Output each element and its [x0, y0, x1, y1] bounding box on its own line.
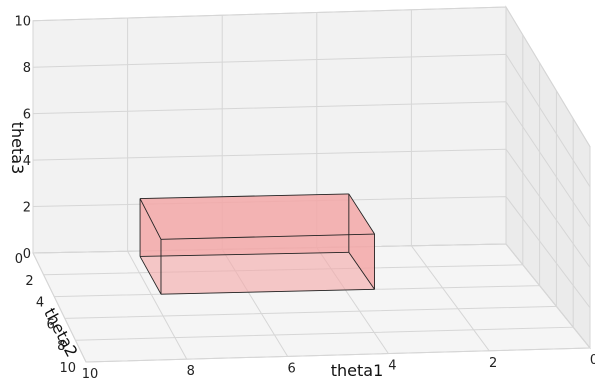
y-tick-label: 2 — [25, 274, 33, 289]
gridline-z — [32, 148, 591, 268]
box-face-top — [140, 193, 375, 240]
y-tick-label: 6 — [47, 317, 55, 332]
box-edge — [139, 256, 162, 295]
box-edge — [140, 193, 349, 199]
gridline-z — [32, 101, 591, 228]
y-tick-label: 4 — [36, 296, 44, 311]
y-tick-label: 10 — [59, 361, 76, 376]
data-box — [139, 193, 376, 295]
box-edge — [160, 288, 375, 295]
z-tick-label: 0 — [23, 247, 31, 262]
x-tick-label: 4 — [388, 359, 396, 374]
x-tick-label: 2 — [489, 356, 497, 371]
z-tick-label: 6 — [23, 108, 31, 123]
x-tick-label: 10 — [82, 367, 99, 382]
gridline-z — [32, 6, 591, 147]
z-tick-label: 10 — [14, 15, 31, 30]
gridline-z — [32, 53, 591, 188]
x-axis-label: theta1 — [331, 361, 384, 380]
z-tick-label: 8 — [23, 61, 31, 76]
box-edge — [140, 251, 349, 257]
box-edge — [160, 233, 375, 240]
x-tick-label: 0 — [590, 353, 595, 368]
box-edge — [348, 252, 375, 290]
y-tick-label: 8 — [57, 339, 65, 354]
box-edge — [348, 193, 375, 235]
z-axis-label: theta3 — [8, 122, 27, 175]
y-tick-label: 0 — [15, 252, 23, 267]
z-tick-label: 2 — [23, 201, 31, 216]
x-tick-label: 6 — [287, 361, 295, 376]
x-tick-label: 8 — [187, 364, 195, 379]
box-face-front — [161, 234, 375, 295]
z-tick-label: 4 — [23, 154, 31, 169]
box-edge — [139, 198, 162, 240]
